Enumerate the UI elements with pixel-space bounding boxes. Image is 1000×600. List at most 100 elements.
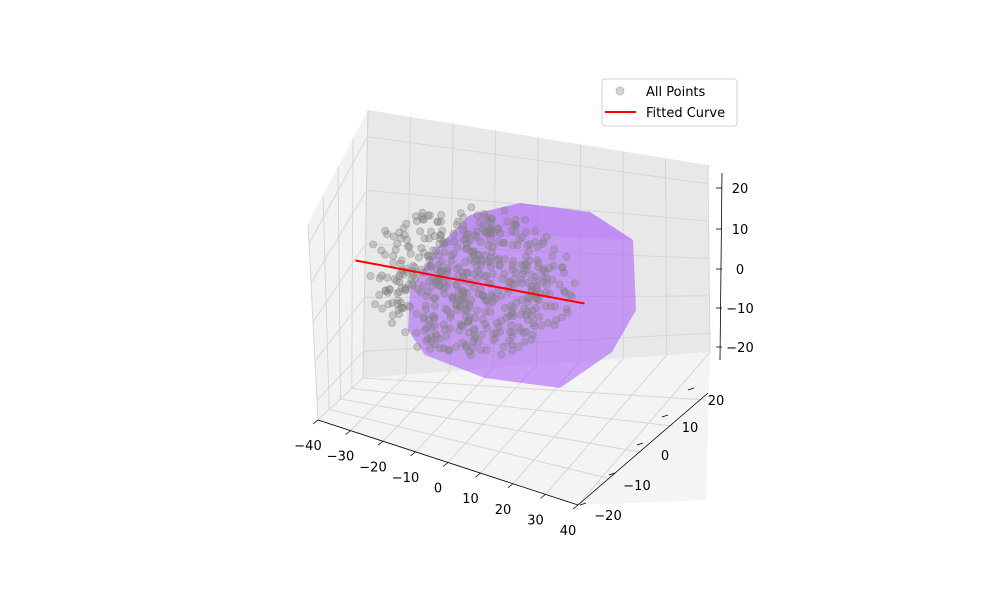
- scatter-point: [462, 239, 471, 248]
- scatter-point: [523, 261, 532, 270]
- scatter-point: [462, 234, 471, 243]
- scatter-point: [388, 298, 397, 307]
- scatter-point: [520, 262, 529, 271]
- scatter-point: [539, 266, 548, 275]
- scatter-point: [375, 274, 384, 283]
- scatter-point: [428, 311, 437, 320]
- scatter-point: [434, 281, 443, 290]
- scatter-point: [465, 347, 474, 356]
- scatter-point: [387, 318, 396, 327]
- convex-hull-surface: [408, 203, 636, 388]
- x-tick-label: 0: [434, 482, 442, 497]
- scatter-point: [459, 221, 468, 230]
- scatter-point: [550, 321, 559, 330]
- scatter-point: [430, 301, 439, 310]
- scatter-point: [442, 237, 451, 246]
- scatter-point: [495, 261, 504, 270]
- scatter-point: [511, 221, 520, 230]
- scatter-point: [521, 259, 530, 268]
- scatter-point: [391, 245, 400, 254]
- scatter-point: [435, 334, 444, 343]
- scatter-point: [457, 294, 466, 303]
- scatter-point: [394, 310, 403, 319]
- scatter-point: [432, 265, 441, 274]
- scatter-point: [410, 263, 419, 272]
- left-grid-line-vertical: [307, 223, 319, 421]
- scatter-point: [482, 296, 491, 305]
- scatter-point: [418, 215, 427, 224]
- scatter-point: [541, 302, 550, 311]
- scatter-point: [507, 321, 516, 330]
- scatter-point: [494, 322, 503, 331]
- scatter-point: [527, 270, 536, 279]
- scatter-point: [405, 280, 414, 289]
- scatter-point: [481, 307, 490, 316]
- scatter-point: [476, 261, 485, 270]
- scatter-point: [396, 259, 405, 268]
- scatter-point: [408, 281, 417, 290]
- scatter-point: [452, 280, 461, 289]
- scatter-point: [486, 253, 495, 262]
- scatter-point: [499, 342, 508, 351]
- scatter-point: [523, 315, 532, 324]
- scatter-point: [486, 218, 495, 227]
- scatter-point: [392, 277, 401, 286]
- scatter-point: [472, 306, 481, 315]
- scatter-point: [522, 265, 531, 274]
- scatter-point: [486, 224, 495, 233]
- scatter-point: [438, 226, 447, 235]
- scatter-point: [531, 238, 540, 247]
- scatter-point: [484, 258, 493, 267]
- scatter-point: [499, 238, 508, 247]
- scatter-point: [560, 286, 569, 295]
- scatter-point: [508, 261, 517, 270]
- scatter-point: [464, 328, 473, 337]
- x-tick-label: 10: [462, 492, 479, 507]
- scatter-point: [441, 282, 450, 291]
- scatter-point: [429, 294, 438, 303]
- x-tick-mark: [540, 494, 546, 499]
- scatter-point: [469, 270, 478, 279]
- scatter-point: [472, 262, 481, 271]
- scatter-point: [527, 311, 536, 320]
- scatter-point: [522, 252, 531, 261]
- scatter-point: [393, 239, 402, 248]
- scatter-point: [470, 257, 479, 266]
- scatter-point: [482, 345, 491, 354]
- scatter-point: [548, 252, 557, 261]
- scatter-point: [497, 292, 506, 301]
- scatter-point: [570, 279, 579, 288]
- scatter-point: [508, 240, 517, 249]
- scatter-point: [416, 227, 425, 236]
- scatter-point: [439, 320, 448, 329]
- scatter-point: [397, 303, 406, 312]
- legend-marker-all-points: [615, 86, 625, 96]
- scatter-point: [419, 248, 428, 257]
- scatter-point: [458, 268, 467, 277]
- scatter-point: [473, 211, 482, 220]
- scatter-point: [520, 337, 529, 346]
- z-tick-label: 10: [732, 223, 749, 238]
- scatter-point: [462, 268, 471, 277]
- scatter-point: [458, 286, 467, 295]
- scatter-point: [399, 303, 408, 312]
- scatter-point: [475, 269, 484, 278]
- scatter-point: [400, 231, 409, 240]
- x-tick-mark: [572, 504, 579, 510]
- scatter-point: [439, 344, 448, 353]
- scatter-point: [452, 342, 461, 351]
- scatter-point: [455, 301, 464, 310]
- scatter-point: [539, 278, 548, 287]
- scatter-point: [430, 339, 439, 348]
- hull-surface-polygon: [408, 203, 636, 388]
- scatter-point: [469, 343, 478, 352]
- scatter-point: [395, 228, 404, 237]
- scatter-point: [488, 270, 497, 279]
- scatter-point: [514, 342, 523, 351]
- scatter-point: [544, 319, 553, 328]
- z-tick-label: 20: [732, 182, 749, 197]
- scatter-point: [480, 251, 489, 260]
- scatter-point: [412, 328, 421, 337]
- scatter-point: [422, 336, 431, 345]
- scatter-point: [453, 243, 462, 252]
